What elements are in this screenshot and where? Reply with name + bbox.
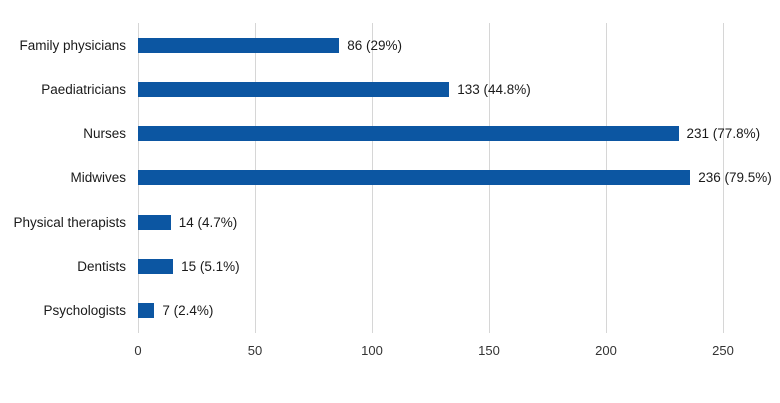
chart-row: Physical therapists 14 (4.7%) <box>0 200 780 244</box>
category-label: Family physicians <box>19 37 126 53</box>
chart-row: Paediatricians 133 (44.8%) <box>0 67 780 111</box>
value-label: 14 (4.7%) <box>178 214 238 230</box>
category-label: Psychologists <box>43 303 126 319</box>
bar <box>138 259 174 275</box>
category-label: Midwives <box>70 170 126 186</box>
value-label: 15 (5.1%) <box>181 259 240 275</box>
chart-row: Midwives 236 (79.5%) <box>0 156 780 200</box>
chart-row: Dentists 15 (5.1%) <box>0 244 780 288</box>
value-label: 231 (77.8%) <box>686 126 761 142</box>
gridline <box>723 23 724 333</box>
bar <box>138 126 679 142</box>
bar <box>138 214 171 230</box>
bar <box>138 170 691 186</box>
x-tick-label: 50 <box>247 343 263 358</box>
value-label: 7 (2.4%) <box>162 303 214 319</box>
x-tick-label: 150 <box>478 343 500 358</box>
value-label: 236 (79.5%) <box>698 170 772 186</box>
x-tick-label: 250 <box>712 343 734 358</box>
x-tick-label: 0 <box>134 343 142 358</box>
value-label: 86 (29%) <box>347 37 403 53</box>
x-axis: 0 50 100 150 200 250 <box>0 343 780 363</box>
chart-row: Psychologists 7 (2.4%) <box>0 289 780 333</box>
chart-row: Family physicians 86 (29%) <box>0 23 780 67</box>
bar <box>138 303 155 319</box>
bar <box>138 37 340 53</box>
x-tick-label: 200 <box>595 343 617 358</box>
bar <box>138 81 450 97</box>
category-label: Dentists <box>77 259 126 275</box>
category-label: Paediatricians <box>41 81 126 97</box>
x-tick-label: 100 <box>361 343 383 358</box>
chart-row: Nurses 231 (77.8%) <box>0 112 780 156</box>
category-label: Physical therapists <box>13 214 126 230</box>
value-label: 133 (44.8%) <box>457 81 531 97</box>
category-label: Nurses <box>83 126 126 142</box>
